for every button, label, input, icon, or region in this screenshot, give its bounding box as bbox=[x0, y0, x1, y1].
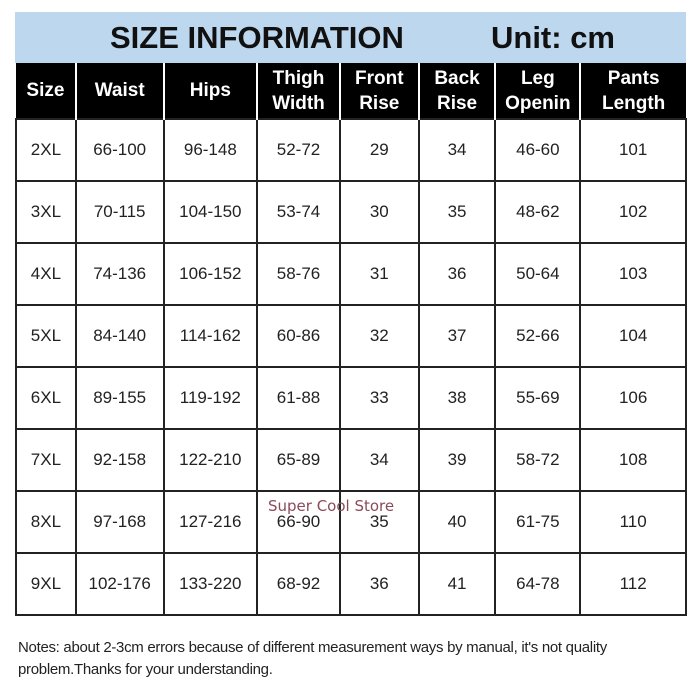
table-cell: 89-155 bbox=[74, 366, 165, 430]
table-cell: 3XL bbox=[15, 180, 77, 244]
store-watermark: Super Cool Store bbox=[268, 497, 395, 515]
table-cell: 39 bbox=[417, 428, 497, 492]
table-cell: 35 bbox=[338, 490, 420, 554]
column-header: Pants Length bbox=[579, 63, 686, 119]
table-row: 8XL 97-168 127-216 66-90 35 40 61-75 110 bbox=[15, 490, 687, 554]
column-header: Leg Openin bbox=[494, 63, 581, 119]
table-cell: 65-89 bbox=[256, 428, 341, 492]
table-cell: 70-115 bbox=[74, 180, 165, 244]
table-cell: 4XL bbox=[15, 242, 77, 306]
table-row: 6XL 89-155 119-192 61-88 33 38 55-69 106 bbox=[15, 366, 687, 430]
table-row: 4XL 74-136 106-152 58-76 31 36 50-64 103 bbox=[15, 242, 687, 306]
column-header: Size bbox=[16, 63, 76, 119]
table-cell: 50-64 bbox=[494, 242, 582, 306]
table-cell: 40 bbox=[417, 490, 497, 554]
table-cell: 36 bbox=[338, 552, 420, 616]
table-cell: 35 bbox=[417, 180, 497, 244]
table-cell: 106-152 bbox=[162, 242, 259, 306]
table-cell: 2XL bbox=[15, 118, 77, 182]
column-header: Thigh Width bbox=[256, 63, 340, 119]
table-cell: 52-66 bbox=[494, 304, 582, 368]
table-cell: 102-176 bbox=[74, 552, 165, 616]
table-cell: 55-69 bbox=[494, 366, 582, 430]
column-header: Back Rise bbox=[417, 63, 496, 119]
column-header: Waist bbox=[74, 63, 164, 119]
table-cell: 34 bbox=[417, 118, 497, 182]
table-cell: 74-136 bbox=[74, 242, 165, 306]
table-cell: 110 bbox=[579, 490, 687, 554]
table-cell: 9XL bbox=[15, 552, 77, 616]
table-cell: 60-86 bbox=[256, 304, 341, 368]
table-cell: 29 bbox=[338, 118, 420, 182]
table-cell: 48-62 bbox=[494, 180, 582, 244]
table-cell: 7XL bbox=[15, 428, 77, 492]
table-cell: 101 bbox=[579, 118, 687, 182]
table-cell: 122-210 bbox=[162, 428, 259, 492]
column-header: Hips bbox=[162, 63, 258, 119]
table-cell: 58-76 bbox=[256, 242, 341, 306]
table-cell: 38 bbox=[417, 366, 497, 430]
table-row: 5XL 84-140 114-162 60-86 32 37 52-66 104 bbox=[15, 304, 687, 368]
unit-label: Unit: cm bbox=[491, 20, 615, 55]
table-cell: 127-216 bbox=[162, 490, 259, 554]
table-cell: 68-92 bbox=[256, 552, 341, 616]
table-cell: 61-75 bbox=[494, 490, 582, 554]
table-cell: 64-78 bbox=[494, 552, 582, 616]
table-cell: 41 bbox=[417, 552, 497, 616]
table-cell: 46-60 bbox=[494, 118, 582, 182]
table-cell: 30 bbox=[338, 180, 420, 244]
table-cell: 58-72 bbox=[494, 428, 582, 492]
table-cell: 31 bbox=[338, 242, 420, 306]
table-cell: 97-168 bbox=[74, 490, 165, 554]
table-cell: 133-220 bbox=[162, 552, 259, 616]
table-cell: 112 bbox=[579, 552, 687, 616]
table-row: 2XL 66-100 96-148 52-72 29 34 46-60 101 bbox=[15, 118, 687, 182]
table-row: 3XL 70-115 104-150 53-74 30 35 48-62 102 bbox=[15, 180, 687, 244]
table-cell: 119-192 bbox=[162, 366, 259, 430]
table-cell: 66-90 bbox=[256, 490, 341, 554]
table-cell: 66-100 bbox=[74, 118, 165, 182]
size-table: Size Waist Hips Thigh Width Front Rise Back Rise… bbox=[15, 63, 687, 616]
table-cell: 37 bbox=[417, 304, 497, 368]
table-cell: 104 bbox=[579, 304, 687, 368]
page-title: SIZE INFORMATION bbox=[110, 20, 404, 55]
table-cell: 84-140 bbox=[74, 304, 165, 368]
table-cell: 114-162 bbox=[162, 304, 259, 368]
table-cell: 102 bbox=[579, 180, 687, 244]
table-cell: 53-74 bbox=[256, 180, 341, 244]
table-cell: 33 bbox=[338, 366, 420, 430]
table-cell: 108 bbox=[579, 428, 687, 492]
table-cell: 103 bbox=[579, 242, 687, 306]
table-row: 7XL 92-158 122-210 65-89 34 39 58-72 108 bbox=[15, 428, 687, 492]
column-header: Front Rise bbox=[338, 63, 419, 119]
notes-text: Notes: about 2-3cm errors because of dif… bbox=[18, 639, 607, 678]
table-cell: 104-150 bbox=[162, 180, 259, 244]
table-cell: 34 bbox=[338, 428, 420, 492]
table-header-row: Size Waist Hips Thigh Width Front Rise Back Rise… bbox=[16, 63, 686, 119]
table-cell: 92-158 bbox=[74, 428, 165, 492]
table-cell: 6XL bbox=[15, 366, 77, 430]
table-cell: 5XL bbox=[15, 304, 77, 368]
table-cell: 96-148 bbox=[162, 118, 259, 182]
table-cell: 52-72 bbox=[256, 118, 341, 182]
table-cell: 32 bbox=[338, 304, 420, 368]
table-cell: 61-88 bbox=[256, 366, 341, 430]
table-cell: 36 bbox=[417, 242, 497, 306]
table-cell: 106 bbox=[579, 366, 687, 430]
title-band bbox=[15, 12, 686, 63]
table-cell: 8XL bbox=[15, 490, 77, 554]
table-row: 9XL 102-176 133-220 68-92 36 41 64-78 112 bbox=[15, 552, 687, 616]
